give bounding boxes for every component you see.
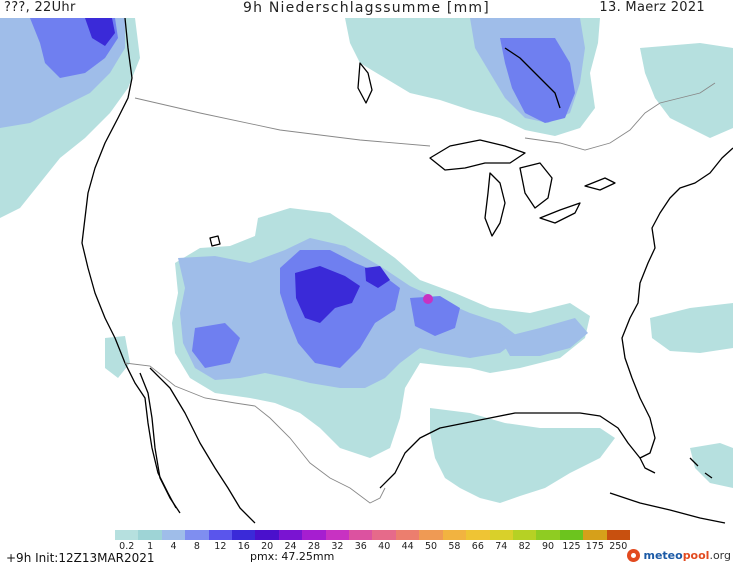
- legend-tick-label: 12: [214, 541, 227, 552]
- legend-tick-label: 50: [424, 541, 438, 552]
- legend-color-segment: [395, 530, 420, 540]
- model-run-label: ???, 22Uhr: [4, 0, 76, 15]
- precip-plains-heavy: [410, 296, 460, 336]
- legend-tick-label: 82: [518, 541, 531, 552]
- legend-color-segment: [419, 530, 443, 540]
- lake-erie: [539, 202, 581, 224]
- legend-color-segment: [583, 530, 607, 540]
- legend-color-segment: [138, 530, 162, 540]
- precip-max-areas: [85, 18, 390, 323]
- legend-color-segment: [302, 530, 326, 540]
- precip-texas-gulf: [430, 408, 615, 503]
- legend-color-segment: [115, 530, 139, 540]
- chart-title: 9h Niederschlagssumme [mm]: [243, 0, 490, 16]
- legend-tick-label: 175: [585, 541, 604, 552]
- lake-michigan: [484, 172, 506, 237]
- baja-peninsula: [139, 372, 181, 514]
- lake-winnipeg: [357, 62, 373, 104]
- great-salt-lake: [209, 235, 221, 247]
- legend-color-segment: [466, 530, 490, 540]
- lake-ontario: [584, 177, 616, 191]
- legend-color-segment: [489, 530, 513, 540]
- legend-color-segment: [559, 530, 584, 540]
- logo-text-pool: pool: [682, 548, 710, 562]
- legend-tick-label: 8: [193, 541, 200, 552]
- legend-tick-label: 1: [147, 541, 154, 552]
- legend-tick-label: 40: [378, 541, 391, 552]
- legend-color-segment: [278, 530, 303, 540]
- precip-california-coast: [105, 336, 130, 378]
- precip-bahamas: [690, 443, 733, 488]
- legend-color-segment: [232, 530, 256, 540]
- legend-color-segment: [349, 530, 373, 540]
- hudson-bay-shore: [504, 47, 561, 109]
- lake-superior: [429, 139, 526, 171]
- precip-ohio-mid: [500, 318, 588, 356]
- legend-tick-label: 20: [261, 541, 274, 552]
- precip-pnw-max: [85, 18, 115, 46]
- init-time-label: +9h Init:12Z13MAR2021: [6, 551, 155, 565]
- legend-tick-label: 32: [331, 541, 344, 552]
- us-mexico-border: [124, 362, 386, 504]
- lake-huron: [519, 162, 553, 209]
- legend-tick-label: 66: [471, 541, 484, 552]
- legend-colorbar: [115, 530, 630, 540]
- legend-color-segment: [512, 530, 537, 540]
- precip-rockies-max: [295, 266, 360, 323]
- legend-color-segment: [372, 530, 396, 540]
- legend-tick-label: 74: [495, 541, 508, 552]
- east-coast: [621, 147, 733, 379]
- precip-northeast-canada: [640, 43, 733, 138]
- precip-canada-heavy: [500, 38, 575, 123]
- legend-tick-label: 44: [401, 541, 414, 552]
- legend-tick-label: 4: [170, 541, 177, 552]
- precipitation-map: [0, 18, 733, 528]
- legend-color-segment: [536, 530, 560, 540]
- valid-date: 13. Maerz 2021: [599, 0, 705, 15]
- cuba: [609, 492, 726, 524]
- logo-icon: [627, 548, 641, 562]
- legend-tick-label: 16: [237, 541, 250, 552]
- florida-keys: [639, 457, 656, 474]
- legend-tick-label: 125: [562, 541, 581, 552]
- us-canada-border: [134, 82, 716, 151]
- bahamas-islands: [689, 457, 713, 479]
- legend-tick-label: 28: [307, 541, 321, 552]
- west-coast: [81, 18, 177, 509]
- legend-color-segment: [208, 530, 233, 540]
- borders: [124, 82, 716, 504]
- gulf-coast: [379, 377, 656, 489]
- precip-colorado-max: [365, 266, 390, 288]
- legend-color-segment: [606, 530, 630, 540]
- legend-color-segment: [185, 530, 209, 540]
- legend-tick-label: 58: [448, 541, 461, 552]
- precip-west-heavy: [192, 323, 240, 368]
- legend-tick-label: 250: [609, 541, 628, 552]
- legend-tick-label: 0.2: [119, 541, 135, 552]
- legend-color-segment: [442, 530, 467, 540]
- meteopool-logo: meteo pool .org: [627, 546, 731, 564]
- logo-text-tld: .org: [709, 548, 731, 562]
- legend-color-segment: [161, 530, 186, 540]
- max-precip-label: pmx: 47.25mm: [250, 550, 335, 563]
- legend-color-segment: [325, 530, 350, 540]
- legend-tick-label: 90: [542, 541, 555, 552]
- precip-peak: [423, 294, 433, 304]
- legend-labels: 0.2 1 4 8 12 16 20 24 28 32 36 40 44 50 58 66 74 82 90 125 1…: [115, 541, 630, 553]
- mexico-west-coast: [149, 367, 256, 524]
- legend-tick-label: 24: [284, 541, 297, 552]
- precip-atlantic: [650, 303, 733, 353]
- coastlines: [81, 18, 733, 524]
- legend-tick-label: 36: [354, 541, 367, 552]
- logo-text-meteo: meteo: [643, 548, 683, 562]
- legend-color-segment: [255, 530, 279, 540]
